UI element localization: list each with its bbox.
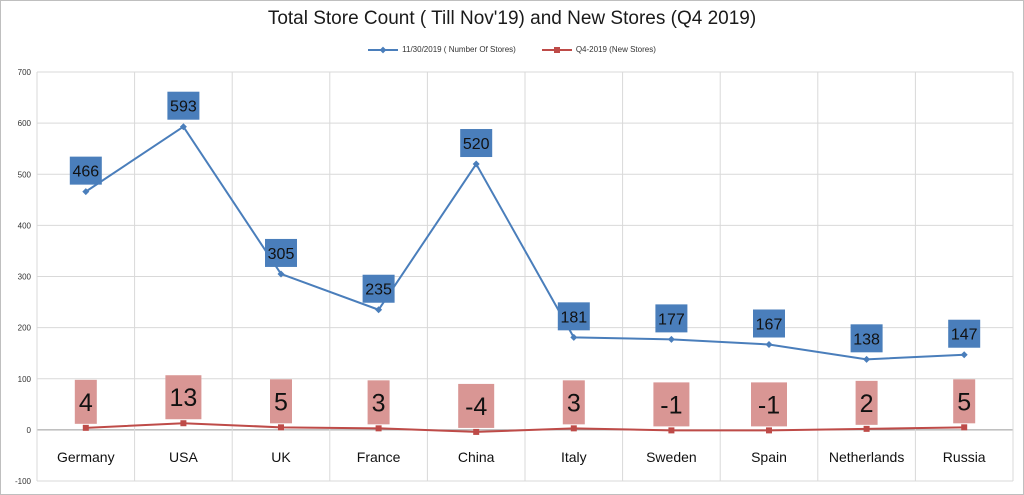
data-label: 167 (756, 316, 783, 333)
y-tick-label: 300 (18, 273, 32, 282)
data-point (960, 351, 968, 359)
data-label-box (953, 379, 976, 424)
data-label: 3 (372, 389, 386, 417)
data-point (765, 340, 773, 348)
legend-item-new-stores: Q4-2019 (New Stores) (541, 45, 656, 54)
y-tick-label: 600 (18, 119, 32, 128)
data-label: 466 (72, 164, 99, 181)
data-label-box (165, 375, 202, 420)
x-tick-label: Germany (57, 449, 115, 465)
y-tick-label: 400 (18, 221, 32, 230)
y-tick-label: 700 (18, 68, 32, 77)
data-label-box (655, 304, 688, 333)
data-label: 147 (951, 327, 978, 344)
y-tick-label: 0 (27, 426, 32, 435)
data-point (180, 420, 187, 427)
data-label: -4 (465, 393, 487, 421)
legend-swatch-stores (368, 46, 399, 54)
data-point (179, 123, 187, 131)
data-label: 2 (860, 390, 874, 418)
chart-title: Total Store Count ( Till Nov'19) and New… (267, 8, 757, 29)
data-label: 13 (169, 384, 197, 412)
x-tick-label: UK (271, 449, 291, 465)
x-tick-label: Italy (561, 449, 587, 465)
legend-label-stores: 11/30/2019 ( Number Of Stores) (402, 45, 516, 54)
data-point (472, 160, 480, 168)
data-point (570, 425, 577, 432)
data-label-box (458, 383, 495, 428)
data-point (961, 424, 968, 431)
data-point (863, 355, 871, 363)
data-point (668, 427, 675, 434)
data-label-box (367, 380, 390, 425)
data-label-box (167, 91, 200, 120)
data-point (667, 335, 675, 343)
data-label-box (855, 380, 878, 425)
data-label-box (557, 302, 590, 331)
data-label-box (265, 238, 297, 267)
y-tick-label: 100 (18, 375, 32, 384)
data-label: 5 (274, 388, 288, 416)
data-label: 235 (365, 282, 392, 299)
data-label: 138 (853, 331, 880, 348)
data-label-box (753, 309, 785, 338)
data-label: 5 (957, 388, 971, 416)
data-label: 4 (79, 389, 93, 417)
data-label-box (270, 379, 292, 424)
x-tick-label: France (357, 449, 401, 465)
data-point (863, 425, 870, 432)
x-tick-label: China (458, 449, 495, 465)
data-label-box (751, 382, 787, 427)
y-tick-label: 200 (18, 324, 32, 333)
x-tick-label: Russia (943, 449, 986, 465)
data-point (473, 428, 480, 435)
data-label: 3 (567, 389, 581, 417)
data-point (766, 427, 772, 434)
y-tick-label: -100 (15, 477, 32, 486)
data-label: 177 (658, 311, 685, 328)
data-point (375, 306, 383, 314)
legend-label-new-stores: Q4-2019 (New Stores) (575, 45, 656, 54)
data-label-box (69, 156, 102, 185)
series-line (85, 125, 965, 361)
chart-legend: 11/30/2019 ( Number Of Stores) Q4-2019 (… (0, 45, 1024, 54)
data-label-box (653, 382, 690, 427)
x-tick-label: Netherlands (829, 449, 905, 465)
legend-swatch-new-stores (541, 46, 572, 54)
data-label-box (74, 379, 97, 424)
data-label-box (948, 319, 981, 348)
x-tick-label: Spain (751, 449, 787, 465)
data-point (278, 424, 284, 431)
legend-item-stores: 11/30/2019 ( Number Of Stores) (368, 45, 516, 54)
data-point (277, 270, 285, 278)
data-label: 520 (463, 136, 490, 153)
data-label-box (460, 129, 493, 158)
data-point (82, 424, 89, 431)
x-tick-label: Sweden (646, 449, 697, 465)
data-label-box (850, 324, 883, 353)
data-label: -1 (758, 391, 780, 419)
data-label: 181 (560, 309, 587, 326)
y-tick-label: 500 (18, 170, 32, 179)
data-point (375, 425, 382, 432)
data-point (82, 188, 90, 196)
data-label: 593 (170, 99, 197, 116)
data-label-box (362, 274, 395, 303)
data-label: 305 (268, 246, 295, 263)
x-tick-label: USA (169, 449, 198, 465)
data-point (570, 333, 578, 341)
series-line (85, 422, 965, 433)
data-label: -1 (660, 391, 682, 419)
data-label-box (562, 380, 585, 425)
